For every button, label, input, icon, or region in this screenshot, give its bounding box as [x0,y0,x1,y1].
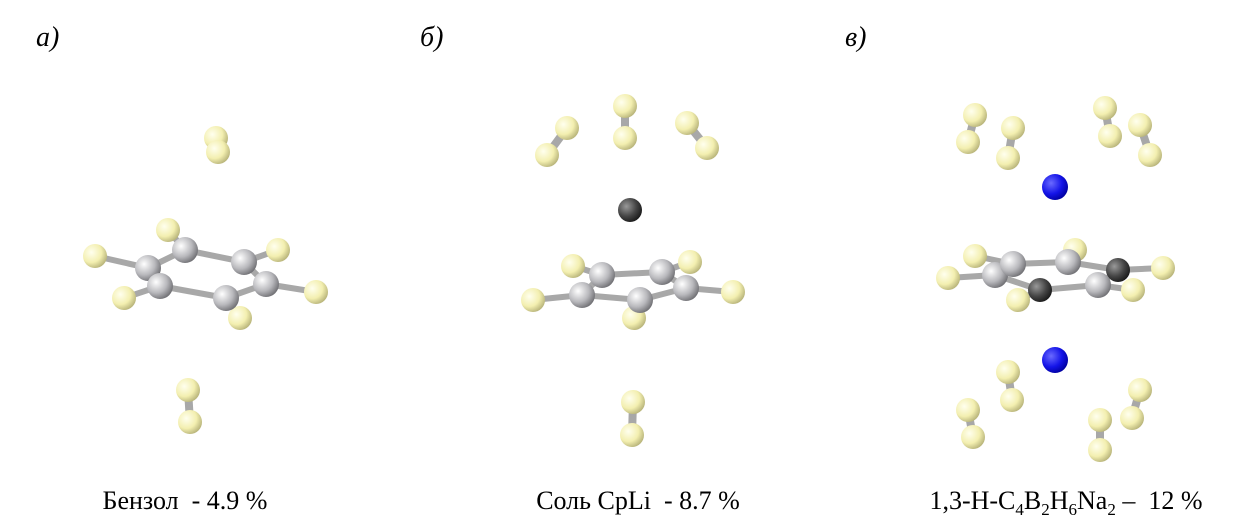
atom [1106,258,1130,282]
molecules [0,0,1243,528]
panel-label: в) [845,22,866,54]
atom [1151,256,1175,280]
atom [213,285,239,311]
atom [176,378,200,402]
caption: Соль CpLi - 8.7 % [438,486,838,516]
atom [147,273,173,299]
atom [178,410,202,434]
atom [1055,249,1081,275]
atom [963,244,987,268]
atom [112,286,136,310]
subscript: 6 [1069,500,1078,519]
atom [561,254,585,278]
atom [721,280,745,304]
atom [673,275,699,301]
atom [589,262,615,288]
figure: а) б) в) Бензол - 4.9 % Соль CpLi - 8.7 … [0,0,1243,528]
subscript: 2 [1107,500,1116,519]
atom [996,360,1020,384]
atom [266,238,290,262]
atom [172,237,198,263]
atom [1042,174,1068,200]
subscript: 4 [1015,500,1024,519]
atom [1028,278,1052,302]
atom [649,259,675,285]
atom [961,425,985,449]
atom [1093,96,1117,120]
atom [936,266,960,290]
atom [555,116,579,140]
atom [996,146,1020,170]
atom [620,423,644,447]
atom [569,282,595,308]
atom [678,250,702,274]
atom [206,140,230,164]
panel-label: а) [36,22,59,54]
caption: Бензол - 4.9 % [0,486,385,516]
atom [956,130,980,154]
atom [675,111,699,135]
atom [1001,116,1025,140]
atom [618,198,642,222]
caption-text: Na [1077,486,1107,515]
atom [621,390,645,414]
atom [1006,288,1030,312]
atom [1085,272,1111,298]
subscript: 2 [1041,500,1050,519]
atom [1088,438,1112,462]
atom [156,218,180,242]
atom [1098,124,1122,148]
atom [1128,378,1152,402]
caption-text: Бензол - 4.9 % [103,486,268,515]
atom [535,143,559,167]
atom [253,271,279,297]
caption-text: H [1050,486,1069,515]
atom [695,136,719,160]
atom [83,244,107,268]
atom [613,126,637,150]
caption-text: B [1024,486,1041,515]
atom [521,288,545,312]
atom [1121,278,1145,302]
panel-label: б) [420,22,443,54]
atom [231,249,257,275]
caption: 1,3-H-C4B2H6Na2 – 12 % [866,486,1243,520]
atom [1000,388,1024,412]
caption-text: Соль CpLi - 8.7 % [536,486,740,515]
atom [1042,347,1068,373]
atom [1000,251,1026,277]
atom [304,280,328,304]
atom [1138,143,1162,167]
caption-text: – 12 % [1116,486,1203,515]
atom [956,398,980,422]
caption-text: 1,3-H-C [929,486,1015,515]
atom [1120,406,1144,430]
atom [627,287,653,313]
atom [1128,113,1152,137]
atom [613,94,637,118]
atom [1088,408,1112,432]
atom [963,103,987,127]
